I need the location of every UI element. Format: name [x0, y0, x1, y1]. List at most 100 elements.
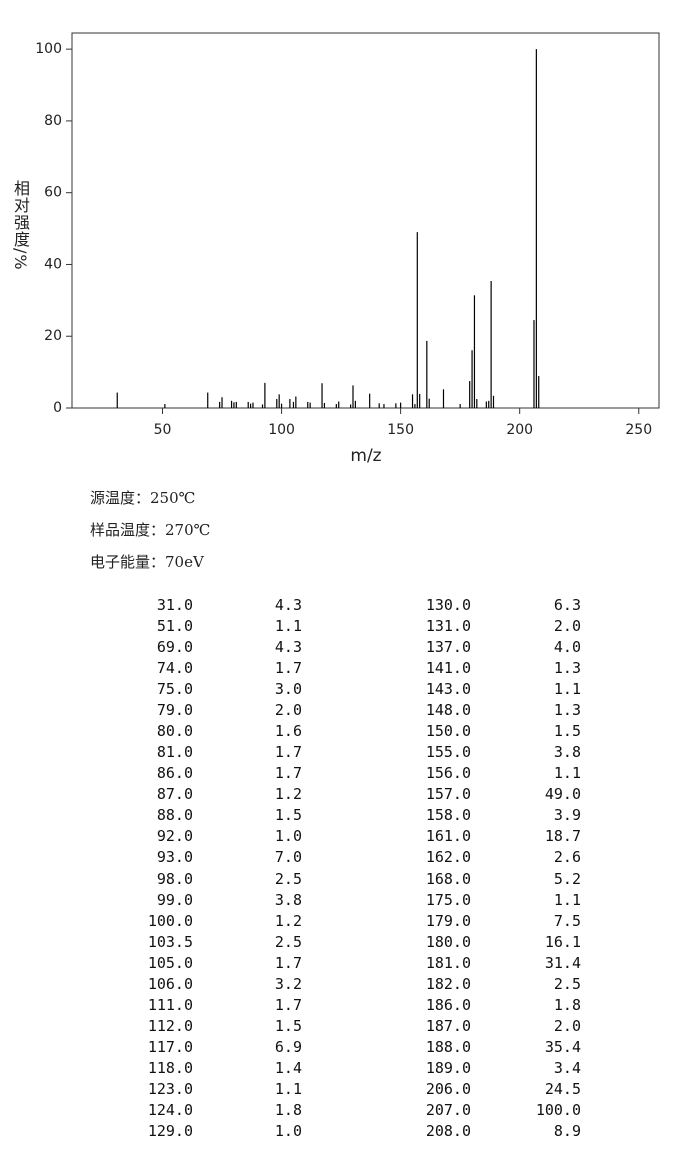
- mz-cell: 162.0: [425, 848, 471, 867]
- intensity-cell: 2.0: [274, 701, 302, 720]
- x-tick-label: 150: [387, 422, 414, 438]
- intensity-cell: 1.1: [274, 617, 302, 636]
- y-axis-label: 相对强度/%: [11, 180, 30, 271]
- y-tick-label: 80: [44, 113, 62, 129]
- mz-cell: 105.0: [147, 953, 193, 972]
- intensity-cell: 24.5: [544, 1079, 581, 1098]
- mz-cell: 79.0: [156, 701, 193, 720]
- mz-cell: 86.0: [156, 764, 193, 783]
- mz-cell: 117.0: [147, 1037, 193, 1056]
- intensity-cell: 4.3: [274, 596, 302, 614]
- mz-cell: 75.0: [156, 680, 193, 699]
- mz-cell: 179.0: [425, 911, 471, 930]
- mz-cell: 158.0: [425, 806, 471, 825]
- intensity-cell: 4.3: [274, 638, 302, 657]
- intensity-cell: 1.7: [274, 953, 302, 972]
- mz-cell: 168.0: [425, 869, 471, 888]
- x-tick-label: 100: [268, 422, 295, 438]
- mz-cell: 118.0: [147, 1058, 193, 1077]
- intensity-cell: 1.2: [274, 785, 302, 804]
- intensity-cell: 18.7: [544, 827, 581, 846]
- intensity-cell: 3.4: [553, 1058, 581, 1077]
- mz-cell: 156.0: [425, 764, 471, 783]
- mz-cell: 180.0: [425, 932, 471, 951]
- mz-cell: 31.0: [156, 596, 193, 614]
- intensity-cell: 3.9: [553, 806, 581, 825]
- mz-cell: 123.0: [147, 1079, 193, 1098]
- intensity-cell: 1.7: [274, 743, 302, 762]
- mz-cell: 51.0: [156, 617, 193, 636]
- mz-cell: 148.0: [425, 701, 471, 720]
- mz-cell: 206.0: [425, 1079, 471, 1098]
- mz-cell: 150.0: [425, 722, 471, 741]
- mz-cell: 161.0: [425, 827, 471, 846]
- mz-cell: 129.0: [147, 1122, 193, 1140]
- intensity-cell: 1.8: [553, 995, 581, 1014]
- intensity-cell: 7.5: [553, 911, 581, 930]
- x-axis-label: m/z: [350, 446, 381, 466]
- condition: 电子能量：70eV: [90, 553, 204, 571]
- x-tick-label: 50: [154, 422, 172, 438]
- intensity-cell: 5.2: [553, 869, 581, 888]
- mz-cell: 207.0: [425, 1100, 471, 1119]
- intensity-cell: 1.5: [274, 806, 302, 825]
- mz-cell: 141.0: [425, 659, 471, 678]
- intensity-cell: 1.7: [274, 659, 302, 678]
- intensity-cell: 1.3: [553, 659, 581, 678]
- condition: 源温度：250℃: [90, 489, 196, 507]
- mz-cell: 80.0: [156, 722, 193, 741]
- mz-cell: 187.0: [425, 1016, 471, 1035]
- intensity-cell: 1.6: [274, 722, 302, 741]
- intensity-cell: 1.4: [274, 1058, 302, 1077]
- mz-cell: 81.0: [156, 743, 193, 762]
- mz-cell: 137.0: [425, 638, 471, 657]
- mz-cell: 93.0: [156, 848, 193, 867]
- intensity-cell: 2.0: [553, 617, 581, 636]
- mz-cell: 74.0: [156, 659, 193, 678]
- mz-cell: 143.0: [425, 680, 471, 699]
- intensity-cell: 1.7: [274, 995, 302, 1014]
- x-tick-label: 200: [506, 422, 533, 438]
- mz-cell: 92.0: [156, 827, 193, 846]
- mz-cell: 175.0: [425, 890, 471, 909]
- intensity-cell: 1.5: [553, 722, 581, 741]
- intensity-cell: 31.4: [544, 953, 581, 972]
- intensity-cell: 1.0: [274, 827, 302, 846]
- mz-cell: 182.0: [425, 974, 471, 993]
- intensity-cell: 1.5: [274, 1016, 302, 1035]
- intensity-cell: 6.3: [553, 596, 581, 614]
- intensity-cell: 3.2: [274, 974, 302, 993]
- intensity-cell: 1.1: [553, 764, 581, 783]
- condition: 样品温度：270℃: [90, 521, 211, 539]
- intensity-cell: 1.7: [274, 764, 302, 783]
- intensity-cell: 3.0: [274, 680, 302, 699]
- mz-cell: 157.0: [425, 785, 471, 804]
- y-tick-label: 0: [53, 400, 62, 416]
- intensity-cell: 1.0: [274, 1122, 302, 1140]
- intensity-cell: 2.5: [274, 932, 302, 951]
- mz-cell: 130.0: [425, 596, 471, 614]
- intensity-cell: 1.1: [553, 890, 581, 909]
- mz-cell: 103.5: [147, 932, 193, 951]
- y-tick-label: 100: [35, 41, 62, 57]
- intensity-cell: 3.8: [274, 890, 302, 909]
- intensity-cell: 1.2: [274, 911, 302, 930]
- x-tick-label: 250: [625, 422, 652, 438]
- intensity-cell: 1.1: [553, 680, 581, 699]
- intensity-cell: 6.9: [274, 1037, 302, 1056]
- mz-cell: 106.0: [147, 974, 193, 993]
- mz-cell: 111.0: [147, 995, 193, 1014]
- mz-cell: 69.0: [156, 638, 193, 657]
- mz-cell: 87.0: [156, 785, 193, 804]
- intensity-cell: 8.9: [553, 1122, 581, 1140]
- intensity-cell: 1.1: [274, 1079, 302, 1098]
- intensity-cell: 1.8: [274, 1100, 302, 1119]
- intensity-cell: 1.3: [553, 701, 581, 720]
- mz-cell: 112.0: [147, 1016, 193, 1035]
- intensity-cell: 16.1: [544, 932, 581, 951]
- mz-cell: 98.0: [156, 869, 193, 888]
- mz-cell: 100.0: [147, 911, 193, 930]
- mz-cell: 124.0: [147, 1100, 193, 1119]
- intensity-cell: 4.0: [553, 638, 581, 657]
